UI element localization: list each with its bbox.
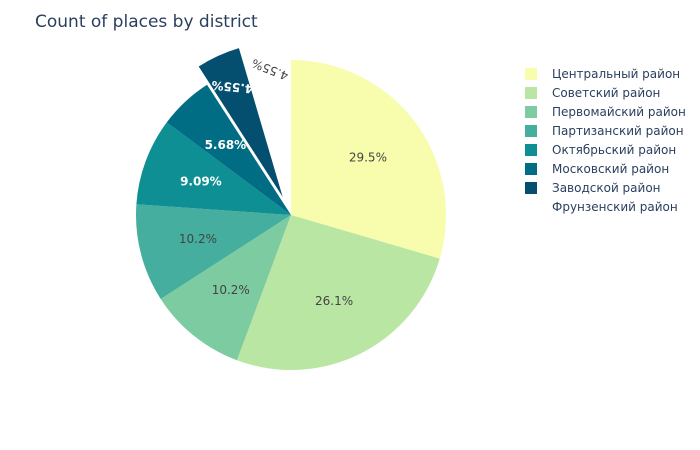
legend-item[interactable]: Советский район <box>525 86 660 100</box>
legend-swatch <box>525 144 537 156</box>
pie-slice <box>160 215 291 361</box>
legend-swatch <box>525 182 537 194</box>
legend-swatch <box>525 106 537 118</box>
slice-percent-label: 29.5% <box>349 150 387 164</box>
slices-layer <box>136 40 447 370</box>
pie-slice <box>244 40 289 196</box>
pie-slice <box>291 60 447 259</box>
slice-percent-label: 10.2% <box>212 283 250 297</box>
legend: Центральный район Советский район Первомай… <box>525 67 686 214</box>
legend-label: Партизанский район <box>552 124 684 138</box>
legend-label: Советский район <box>552 86 660 100</box>
legend-label: Центральный район <box>552 67 680 81</box>
legend-label: Первомайский район <box>552 105 686 119</box>
pie-slice <box>136 204 291 299</box>
chart-title: Count of places by district <box>35 12 258 32</box>
legend-item[interactable]: Октябрьский район <box>525 143 676 157</box>
slice-percent-label: 5.68% <box>205 138 247 152</box>
slice-percent-label: 4.55% <box>211 78 254 96</box>
legend-item[interactable]: Заводской район <box>525 181 661 195</box>
pie-slice <box>236 215 440 370</box>
legend-item[interactable]: Партизанский район <box>525 124 684 138</box>
legend-label: Московский район <box>552 162 669 176</box>
pie-slice <box>198 48 283 197</box>
legend-item[interactable]: Московский район <box>525 162 669 176</box>
legend-swatch <box>525 68 537 80</box>
legend-swatch <box>525 87 537 99</box>
legend-swatch <box>525 163 537 175</box>
legend-item[interactable]: Фрунзенский район <box>525 200 678 214</box>
slice-percent-label: 9.09% <box>180 175 222 189</box>
pie-slice <box>166 84 291 215</box>
legend-label: Фрунзенский район <box>552 200 678 214</box>
legend-swatch <box>525 125 537 137</box>
slice-percent-label: 26.1% <box>315 294 353 308</box>
legend-item[interactable]: Первомайский район <box>525 105 686 119</box>
legend-swatch <box>525 201 537 213</box>
legend-label: Заводской район <box>552 181 661 195</box>
legend-item[interactable]: Центральный район <box>525 67 680 81</box>
pie-slice <box>136 122 291 215</box>
slice-percent-label: 10.2% <box>179 232 217 246</box>
legend-label: Октябрьский район <box>552 143 676 157</box>
